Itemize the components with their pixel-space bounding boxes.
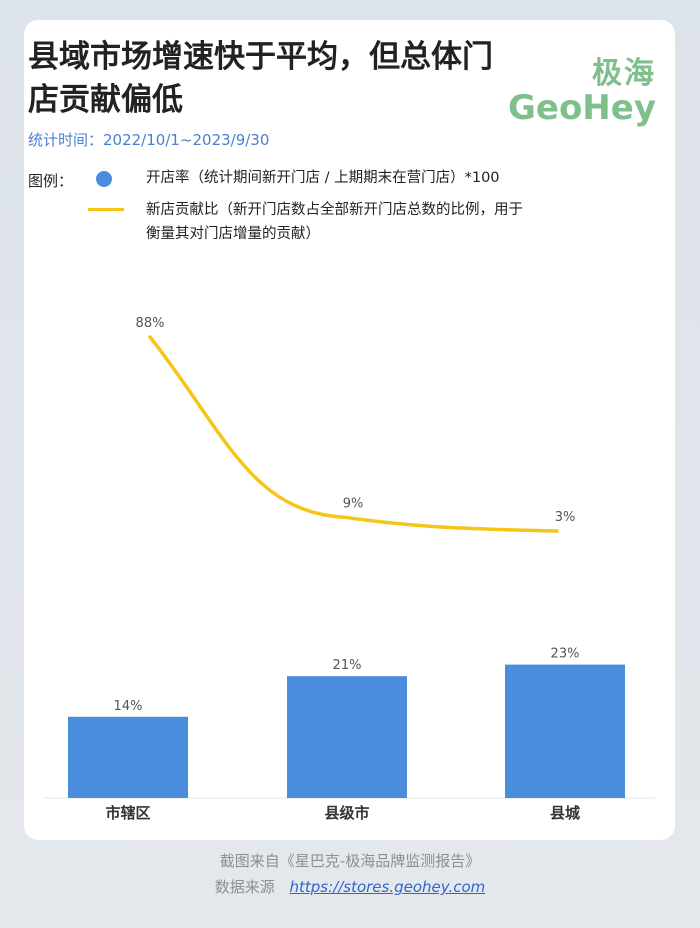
legend-line-text-2: 衡量其对门店增量的贡献） bbox=[146, 226, 320, 242]
bar-0 bbox=[68, 716, 188, 798]
brand-logo-cn: 极海 bbox=[592, 56, 656, 91]
line-value-label-0: 88% bbox=[136, 316, 165, 331]
line-value-label-2: 3% bbox=[555, 510, 576, 525]
x-tick-label-2: 县城 bbox=[550, 804, 580, 822]
legend-bar-marker bbox=[96, 171, 112, 187]
legend-line-marker bbox=[88, 208, 124, 211]
source-note: 截图来自《星巴克-极海品牌监测报告》 bbox=[219, 852, 481, 870]
bar-value-label-2: 23% bbox=[551, 647, 580, 662]
chart-title: 县域市场增速快于平均，但总体门店贡献偏低 bbox=[28, 39, 493, 118]
legend-label: 图例： bbox=[28, 172, 74, 190]
legend-line-text-1: 新店贡献比（新开门店数占全部新开门店总数的比例，用于 bbox=[146, 202, 523, 218]
data-source-label: 数据来源 bbox=[214, 878, 275, 896]
x-tick-label-1: 县级市 bbox=[324, 804, 369, 822]
data-source-row: 数据来源 https://stores.geohey.com bbox=[0, 876, 700, 897]
bar-value-label-0: 14% bbox=[114, 699, 143, 714]
brand-logo-en: GeoHey bbox=[507, 88, 656, 128]
series-line-new-store-ratio bbox=[148, 335, 559, 533]
bar-value-label-1: 21% bbox=[333, 658, 362, 673]
line-value-label-1: 9% bbox=[343, 496, 364, 511]
bar-1 bbox=[287, 676, 407, 798]
x-tick-label-0: 市辖区 bbox=[105, 804, 150, 822]
date-range-subtitle: 统计时间：2022/10/1~2023/9/30 bbox=[28, 131, 270, 149]
data-source-link[interactable]: https://stores.geohey.com bbox=[289, 878, 486, 896]
bar-2 bbox=[505, 664, 625, 798]
legend-bar-text: 开店率（统计期间新开门店 / 上期期末在营门店）*100 bbox=[146, 170, 500, 186]
